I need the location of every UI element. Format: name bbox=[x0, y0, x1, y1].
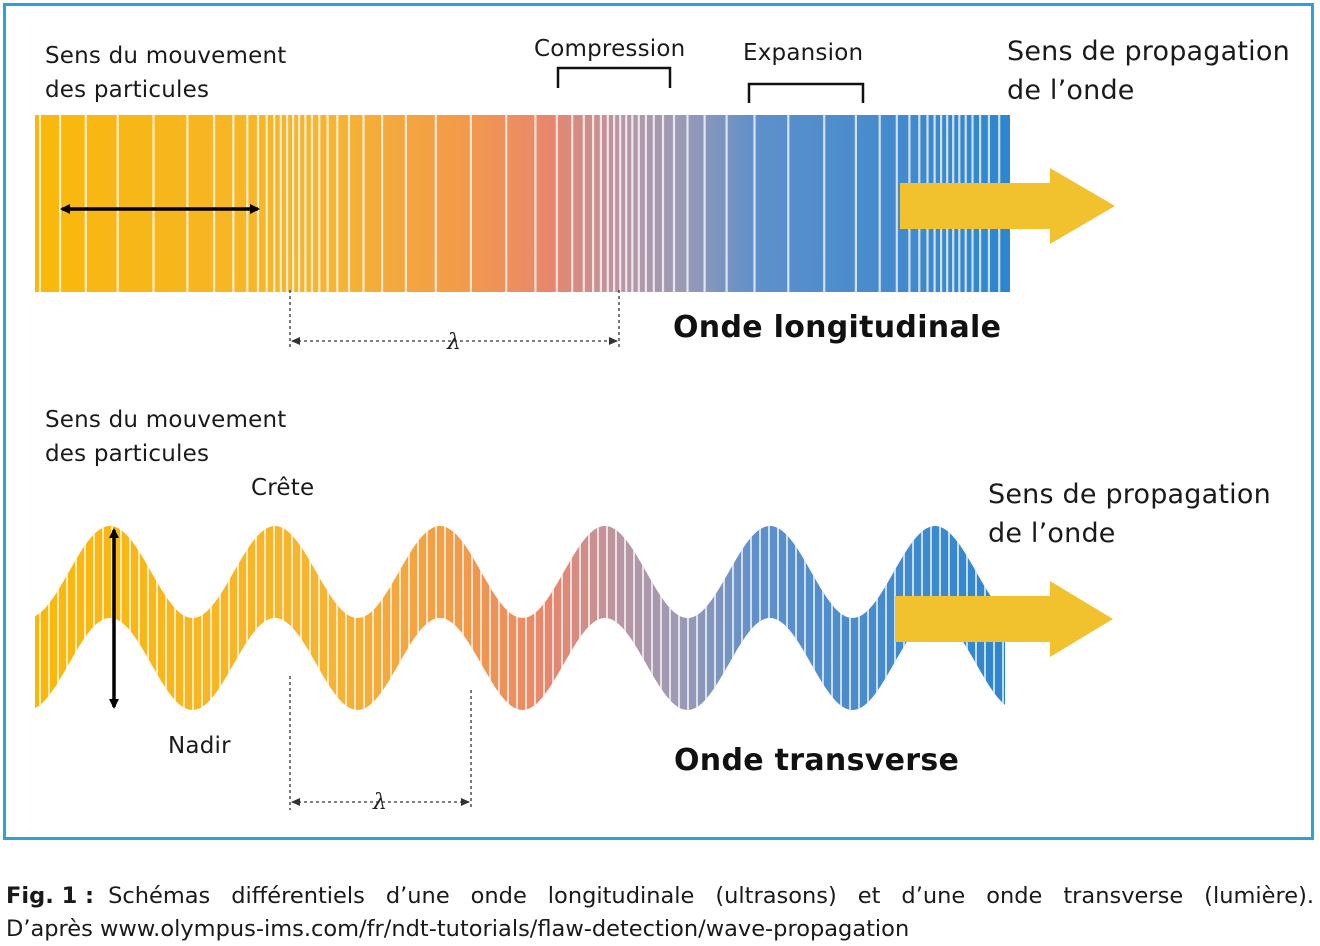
longitudinal-particle-lines bbox=[38, 115, 1001, 292]
compression-label: Compression bbox=[534, 36, 686, 62]
transverse-wave-band bbox=[35, 526, 1005, 710]
figure-frame bbox=[3, 3, 1314, 840]
compression-bracket bbox=[556, 66, 672, 88]
caption-text-line2: D’après www.olympus-ims.com/fr/ndt-tutor… bbox=[6, 916, 910, 942]
caption-text-line1: Schémas différentiels d’une onde longitu… bbox=[108, 883, 1314, 909]
transverse-particle-motion-label: Sens du mouvement des particules bbox=[45, 407, 287, 467]
transverse-propagation-arrow bbox=[895, 581, 1113, 657]
expansion-label: Expansion bbox=[743, 40, 864, 66]
longitudinal-propagation-label: Sens de propagation de l’onde bbox=[1007, 36, 1290, 106]
longitudinal-wavelength-symbol: λ bbox=[447, 330, 461, 355]
transverse-wavelength-symbol: λ bbox=[373, 790, 387, 815]
crest-label: Crête bbox=[251, 475, 315, 501]
longitudinal-particle-motion-label: Sens du mouvement des particules bbox=[45, 43, 287, 103]
longitudinal-wave-band bbox=[35, 115, 1010, 292]
figure-caption: Fig. 1 : Schémas différentiels d’une ond… bbox=[6, 880, 1314, 946]
trough-label: Nadir bbox=[168, 733, 231, 759]
transverse-propagation-label: Sens de propagation de l’onde bbox=[988, 479, 1271, 549]
transverse-wave-title: Onde transverse bbox=[674, 743, 960, 778]
longitudinal-propagation-arrow bbox=[900, 168, 1115, 244]
longitudinal-wave-title: Onde longitudinale bbox=[673, 310, 1002, 345]
expansion-bracket bbox=[747, 82, 865, 103]
caption-fig-label: Fig. 1 : bbox=[6, 883, 95, 909]
